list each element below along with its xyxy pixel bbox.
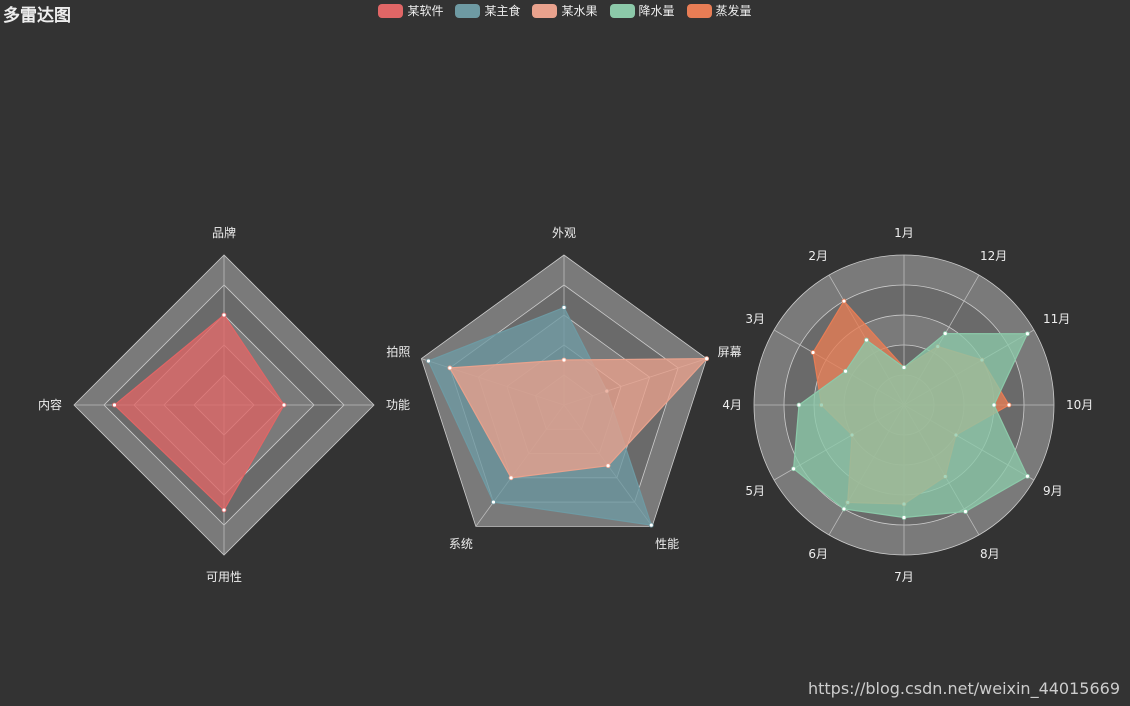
legend-label-2: 某水果 — [561, 4, 598, 18]
radar-2-indicator-label-7: 8月 — [980, 547, 1000, 561]
radar-0-indicator-label-1: 内容 — [38, 397, 62, 412]
radar-1-series-1-point-0[interactable] — [561, 357, 567, 363]
legend-label-0: 某软件 — [407, 4, 444, 18]
radar-2-indicator-label-9: 10月 — [1066, 398, 1093, 412]
radar-2: 1月 2月 3月 4月 5月 6月 7月 8月 9月 10月 11月 12月 — [722, 226, 1093, 584]
radar-2-indicator-label-5: 6月 — [808, 547, 828, 561]
legend-label-4: 蒸发量 — [715, 4, 752, 18]
radar-2-series-0-point-1[interactable] — [841, 298, 847, 304]
radar-1-series-1-point-4[interactable] — [704, 356, 710, 362]
radar-2-series-1-point-10[interactable] — [1025, 331, 1030, 337]
watermark: https://blog.csdn.net/weixin_44015669 — [807, 679, 1120, 698]
radar-0-series-0-point-2[interactable] — [221, 507, 227, 513]
radar-0-series-0-point-1[interactable] — [112, 402, 117, 408]
legend-item-3[interactable]: 降水量 — [609, 2, 675, 19]
radar-0-indicator-label-0: 品牌 — [212, 226, 236, 240]
legend-swatch-0 — [378, 3, 404, 18]
legend-item-0[interactable]: 某软件 — [378, 2, 443, 19]
radar-0-indicator-label-2: 可用性 — [206, 570, 242, 584]
radar-1-indicator-label-4: 屏幕 — [718, 345, 742, 359]
radar-1-indicator-label-2: 系统 — [449, 537, 473, 551]
radar-2-series-1-point-8[interactable] — [1025, 473, 1030, 479]
radar-1-indicator-label-3: 性能 — [655, 537, 679, 551]
radar-2-series-0-point-2[interactable] — [810, 350, 816, 355]
radar-2-series-1-point-2[interactable] — [843, 368, 848, 374]
radar-1-series-1-point-3[interactable] — [605, 463, 611, 469]
legend-label-3: 降水量 — [638, 4, 675, 18]
legend-label-1: 某主食 — [484, 4, 521, 18]
legend-item-2[interactable]: 某水果 — [532, 2, 598, 19]
radar-2-series-1-point-3[interactable] — [796, 402, 802, 408]
radar-2-indicator-label-1: 2月 — [808, 249, 828, 263]
radar-0-series-0-point-3[interactable] — [281, 402, 287, 408]
radar-2-series-1-point-9[interactable] — [991, 402, 997, 408]
radar-2-series-1-point-6[interactable] — [901, 515, 907, 520]
legend-swatch-2 — [532, 3, 558, 18]
radar-2-series-1-point-4[interactable] — [791, 466, 796, 472]
radar-1-series-0-point-3[interactable] — [648, 522, 654, 528]
radar-1-series-1-point-1[interactable] — [447, 365, 453, 371]
radar-1-indicator-label-1: 拍照 — [386, 344, 410, 359]
radar-2-indicator-label-8: 9月 — [1043, 484, 1063, 498]
radar-2-indicator-label-2: 3月 — [745, 312, 765, 326]
radar-1-indicator-label-0: 外观 — [552, 226, 576, 240]
radar-2-indicator-label-4: 5月 — [745, 484, 765, 498]
radar-2-series-1-point-1[interactable] — [864, 337, 869, 343]
legend-item-4[interactable]: 蒸发量 — [686, 2, 752, 19]
radar-0-indicator-label-3: 功能 — [386, 398, 410, 412]
radar-1-series-1-point-2[interactable] — [508, 475, 514, 481]
radar-1-series-1-area[interactable] — [448, 358, 709, 479]
radar-1-series-0-point-0[interactable] — [561, 305, 567, 310]
radar-2-indicator-label-3: 4月 — [722, 398, 742, 412]
radar-2-series-1-point-5[interactable] — [841, 506, 847, 512]
radar-2-indicator-label-0: 1月 — [894, 226, 914, 240]
legend: 某软件 某主食 某水果 降水量 蒸发量 — [0, 2, 1130, 19]
radar-1-series-0-point-1[interactable] — [426, 358, 431, 364]
radar-2-series-1-point-0[interactable] — [901, 365, 907, 370]
legend-item-1[interactable]: 某主食 — [455, 2, 520, 19]
legend-swatch-3 — [609, 3, 635, 18]
radar-2-series-0-point-9[interactable] — [1006, 402, 1012, 408]
chart-title: 多雷达图 — [3, 6, 71, 26]
radar-1-series-0-point-2[interactable] — [491, 499, 496, 505]
radar-2-indicator-label-6: 7月 — [894, 570, 914, 584]
radar-2-indicator-label-10: 11月 — [1043, 312, 1070, 326]
radar-2-series-1-point-7[interactable] — [963, 509, 968, 514]
legend-swatch-1 — [455, 3, 481, 18]
radar-2-indicator-label-11: 12月 — [980, 249, 1007, 263]
radar-0-series-0-point-0[interactable] — [221, 312, 227, 318]
radar-2-series-1-point-11[interactable] — [942, 331, 948, 336]
legend-swatch-4 — [686, 3, 712, 18]
